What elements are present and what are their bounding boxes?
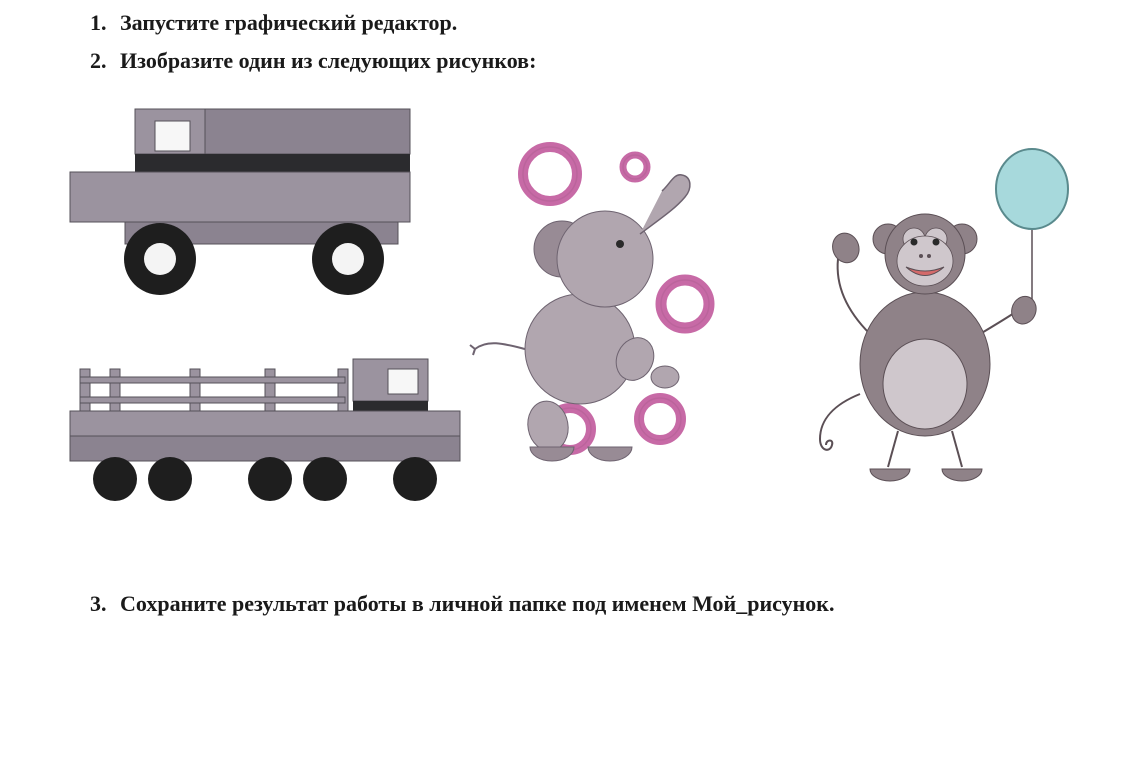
elephant-column bbox=[460, 129, 760, 484]
instruction-1-text: Запустите графический редактор. bbox=[120, 10, 457, 36]
instruction-1-number: 1. bbox=[90, 10, 120, 36]
instruction-3-text: Сохраните результат работы в личной папк… bbox=[120, 589, 1081, 619]
instruction-2: 2. Изобразите один из следующих рисунков… bbox=[90, 48, 1081, 74]
instruction-2-text: Изобразите один из следующих рисунков: bbox=[120, 48, 536, 74]
figures-row bbox=[70, 109, 1081, 534]
instruction-2-number: 2. bbox=[90, 48, 120, 74]
instruction-3: 3. Сохраните результат работы в личной п… bbox=[90, 589, 1081, 619]
truck-2-figure bbox=[70, 359, 460, 534]
truck-1-figure bbox=[70, 109, 440, 309]
elephant-figure bbox=[460, 129, 760, 479]
monkey-figure bbox=[780, 139, 1080, 489]
textbook-page: 1. Запустите графический редактор. 2. Из… bbox=[0, 0, 1141, 651]
instruction-1: 1. Запустите графический редактор. bbox=[90, 10, 1081, 36]
monkey-column bbox=[780, 139, 1080, 494]
instruction-3-number: 3. bbox=[90, 589, 120, 619]
instruction-3-text-a: Сохраните результат работы в личной папк… bbox=[120, 591, 692, 616]
instruction-3-filename: Мой_рисунок bbox=[692, 591, 829, 616]
trucks-column bbox=[70, 109, 440, 534]
instruction-3-text-b: . bbox=[829, 591, 835, 616]
